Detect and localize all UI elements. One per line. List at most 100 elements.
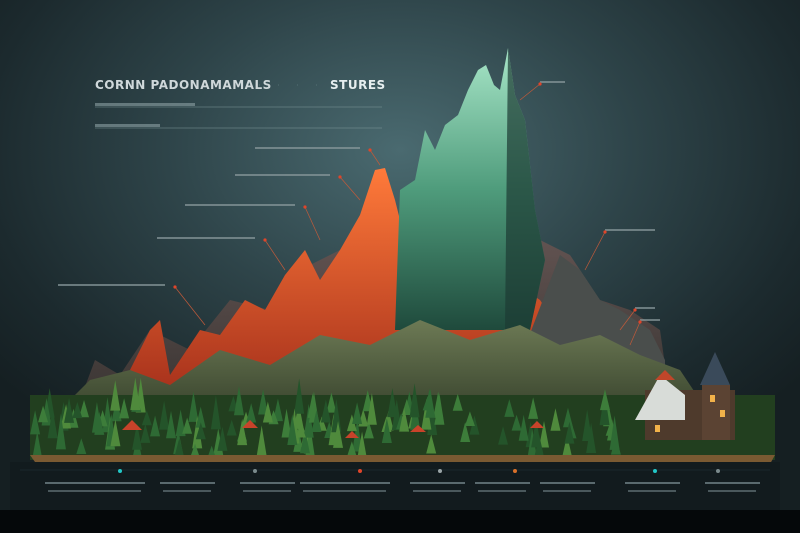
pine-tree bbox=[366, 392, 377, 425]
pine-tree bbox=[47, 408, 58, 439]
pine-tree bbox=[320, 399, 331, 423]
callout-leader-line bbox=[339, 176, 361, 201]
pine-tree bbox=[110, 419, 121, 447]
pine-tree bbox=[110, 380, 121, 411]
pine-tree bbox=[119, 398, 130, 419]
pine-tree bbox=[140, 423, 151, 443]
pine-tree bbox=[422, 395, 433, 411]
legend-text-line bbox=[93, 490, 141, 492]
callout-text-line bbox=[255, 147, 360, 149]
pine-tree bbox=[550, 408, 561, 431]
pine-tree bbox=[91, 402, 102, 433]
legend-text-line bbox=[543, 490, 591, 492]
pine-tree bbox=[357, 431, 368, 460]
callout-text-line bbox=[157, 237, 255, 239]
pine-tree bbox=[426, 434, 437, 454]
legend-dot bbox=[438, 469, 442, 473]
pine-tree bbox=[363, 421, 374, 439]
pine-tree bbox=[150, 415, 161, 437]
callout-leader-line bbox=[174, 286, 206, 326]
pine-tree bbox=[460, 422, 471, 442]
pine-tree bbox=[452, 393, 463, 411]
pine-tree bbox=[182, 417, 193, 434]
legend-dot bbox=[118, 469, 122, 473]
callout-leader-line bbox=[629, 321, 641, 346]
base-platform bbox=[10, 462, 780, 510]
callout-text-line bbox=[640, 319, 660, 321]
pine-tree bbox=[518, 414, 529, 441]
pine-tree bbox=[346, 441, 357, 458]
pine-tree bbox=[166, 410, 177, 439]
legend-text-line bbox=[705, 482, 760, 484]
base-legend-markers bbox=[45, 469, 760, 492]
pine-tree bbox=[226, 419, 237, 436]
legend-text-line bbox=[300, 482, 355, 484]
callout-dot bbox=[638, 320, 642, 324]
pine-tree bbox=[217, 426, 228, 451]
bottom-shadow bbox=[0, 510, 800, 533]
legend-dot bbox=[653, 469, 657, 473]
legend-text-line bbox=[475, 482, 530, 484]
legend-dot bbox=[513, 469, 517, 473]
pine-tree bbox=[303, 403, 314, 438]
small-red-houses bbox=[122, 420, 544, 438]
legend-text-line bbox=[540, 482, 595, 484]
callout-text-line bbox=[635, 307, 655, 309]
header-rules bbox=[95, 84, 385, 129]
legend-text-line bbox=[410, 482, 465, 484]
pine-tree bbox=[256, 425, 267, 457]
callout-dot bbox=[603, 230, 607, 234]
pine-tree bbox=[346, 414, 357, 432]
pine-tree bbox=[610, 435, 621, 455]
legend-text-line bbox=[240, 482, 295, 484]
pine-tree bbox=[287, 414, 298, 446]
legend-text-line bbox=[628, 490, 676, 492]
pine-tree bbox=[237, 418, 248, 446]
pine-tree bbox=[498, 426, 509, 445]
legend-text-line bbox=[708, 490, 756, 492]
pine-tree bbox=[311, 409, 322, 433]
pine-tree bbox=[352, 402, 363, 424]
pine-tree bbox=[528, 397, 539, 419]
pine-tree bbox=[159, 400, 170, 430]
annotation-callouts bbox=[58, 81, 660, 346]
legend-text-line bbox=[90, 482, 145, 484]
pine-tree bbox=[195, 406, 206, 428]
pine-tree bbox=[464, 411, 475, 426]
manor-house bbox=[635, 352, 735, 440]
pine-tree bbox=[64, 397, 75, 423]
callout-leader-line bbox=[584, 231, 606, 271]
pine-tree bbox=[38, 405, 49, 423]
pine-tree bbox=[258, 389, 269, 415]
legend-text-line bbox=[413, 490, 461, 492]
forest-trees bbox=[30, 377, 621, 460]
pine-tree bbox=[174, 438, 185, 458]
legend-text-line bbox=[478, 490, 526, 492]
pine-tree bbox=[387, 388, 398, 418]
pine-tree bbox=[352, 418, 363, 452]
pine-tree bbox=[68, 408, 79, 428]
callout-leader-line bbox=[619, 309, 636, 331]
callout-text-line bbox=[605, 229, 655, 231]
callout-dot bbox=[633, 308, 637, 312]
legend-text-line bbox=[243, 490, 291, 492]
callout-text-line bbox=[185, 204, 295, 206]
callout-text-line bbox=[540, 81, 565, 83]
pine-tree bbox=[72, 401, 83, 419]
legend-text-line bbox=[163, 490, 211, 492]
pine-tree bbox=[409, 383, 420, 418]
pine-tree bbox=[539, 421, 550, 448]
callout-dot bbox=[303, 205, 307, 209]
pine-tree bbox=[76, 438, 87, 455]
pine-tree bbox=[399, 407, 410, 432]
callout-dot bbox=[338, 175, 342, 179]
callout-leader-line bbox=[369, 149, 381, 166]
callout-leader-line bbox=[519, 83, 541, 101]
pine-tree bbox=[333, 421, 344, 448]
pine-tree bbox=[79, 399, 90, 418]
legend-text-line bbox=[335, 482, 390, 484]
callout-dot bbox=[538, 82, 542, 86]
pine-tree bbox=[294, 378, 305, 414]
base-platform-edge bbox=[30, 455, 775, 464]
pine-tree bbox=[582, 409, 593, 441]
